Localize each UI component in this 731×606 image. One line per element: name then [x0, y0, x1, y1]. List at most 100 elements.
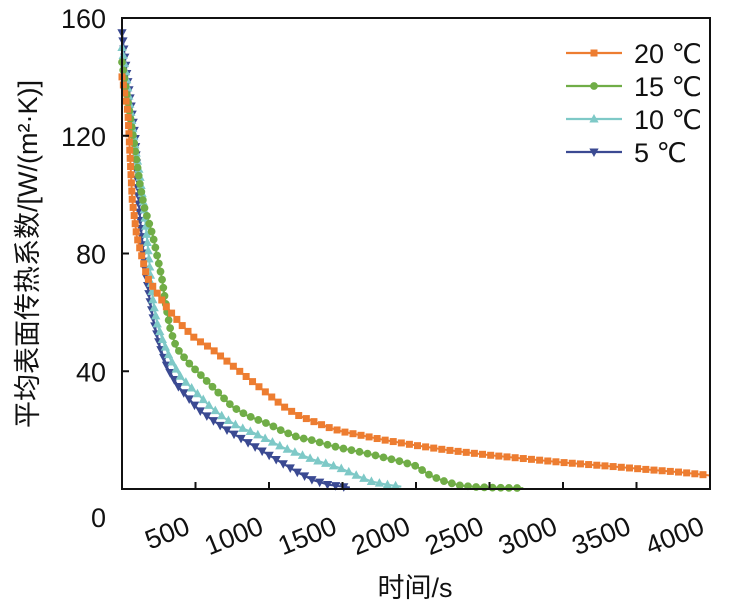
data-point	[495, 452, 503, 460]
data-point	[119, 81, 127, 89]
legend-marker	[590, 49, 598, 57]
data-point	[149, 302, 159, 312]
data-point	[339, 444, 348, 453]
data-point	[269, 422, 278, 431]
data-point	[210, 405, 220, 415]
data-point	[418, 466, 427, 474]
data-point	[125, 130, 133, 138]
data-point	[275, 440, 285, 450]
data-point	[487, 451, 495, 459]
y-axis: 0 40 80 120 160	[61, 4, 129, 533]
data-point	[243, 439, 253, 448]
data-point	[220, 394, 228, 403]
data-point	[552, 458, 560, 466]
x-tick-label: 4000	[641, 511, 708, 561]
x-tick-label: 2500	[421, 511, 488, 561]
data-point	[181, 377, 191, 386]
data-point	[196, 371, 205, 380]
data-point	[134, 171, 143, 180]
data-point	[479, 450, 487, 458]
data-point	[290, 447, 300, 456]
data-point	[351, 470, 361, 479]
data-point	[164, 316, 173, 324]
data-point	[330, 482, 341, 491]
data-point	[511, 454, 519, 462]
data-point	[658, 467, 666, 475]
data-point	[366, 476, 377, 485]
x-tick-label: 3000	[494, 511, 561, 561]
data-point	[246, 413, 255, 421]
data-point	[374, 478, 385, 487]
data-point	[699, 471, 707, 479]
data-point	[349, 430, 357, 438]
data-point	[166, 324, 175, 333]
data-point	[336, 463, 346, 473]
data-point	[601, 462, 609, 470]
data-point	[217, 352, 225, 360]
data-point	[132, 155, 141, 164]
data-point	[225, 400, 234, 409]
data-point	[325, 424, 333, 432]
data-point	[267, 437, 278, 446]
data-point	[593, 461, 601, 469]
data-point	[163, 349, 174, 359]
data-point	[202, 377, 211, 385]
data-point	[359, 473, 369, 482]
data-point	[536, 456, 544, 464]
data-point	[254, 416, 263, 424]
legend-label: 5 ℃	[634, 138, 687, 168]
data-point	[155, 326, 165, 336]
data-point	[315, 438, 324, 447]
data-point	[496, 483, 505, 492]
data-point	[568, 459, 576, 467]
data-point	[179, 389, 189, 398]
data-point	[202, 412, 212, 421]
data-point	[387, 455, 396, 464]
data-point	[381, 436, 389, 444]
data-point	[236, 367, 244, 375]
legend-item: 10 ℃	[566, 105, 702, 135]
data-point	[307, 476, 317, 485]
data-point	[132, 228, 140, 236]
plot-lines	[121, 32, 711, 490]
data-point	[341, 428, 349, 436]
y-axis-title: 平均表面传热系数/[W/(m²·K)]	[13, 80, 43, 428]
data-point	[152, 318, 162, 328]
data-point	[171, 339, 179, 348]
data-point	[124, 113, 132, 121]
data-point	[153, 251, 161, 260]
data-point	[167, 357, 177, 366]
data-point	[141, 229, 152, 238]
data-point	[504, 483, 513, 492]
data-point	[190, 333, 198, 341]
data-point	[126, 154, 134, 162]
data-point	[223, 415, 234, 424]
data-point	[576, 460, 584, 468]
data-point	[288, 407, 296, 415]
data-point	[195, 407, 205, 416]
data-point	[204, 342, 212, 350]
data-point	[297, 450, 308, 459]
data-point	[462, 448, 470, 456]
data-point	[609, 463, 617, 471]
data-point	[422, 443, 430, 451]
x-tick-label: 2000	[347, 511, 414, 561]
data-point	[447, 479, 456, 488]
data-point	[425, 470, 433, 479]
series-line	[121, 76, 711, 477]
data-point	[185, 359, 194, 368]
data-point	[238, 423, 248, 432]
data-point	[119, 66, 128, 75]
data-point	[147, 227, 156, 236]
data-point	[438, 445, 446, 453]
data-point	[355, 447, 364, 456]
data-point	[253, 429, 263, 439]
data-point	[405, 440, 413, 448]
data-point	[156, 267, 165, 276]
data-point	[137, 188, 146, 196]
data-point	[333, 426, 341, 434]
data-point	[274, 398, 282, 406]
data-point	[321, 458, 331, 467]
data-point	[617, 463, 625, 471]
data-point	[347, 446, 356, 455]
